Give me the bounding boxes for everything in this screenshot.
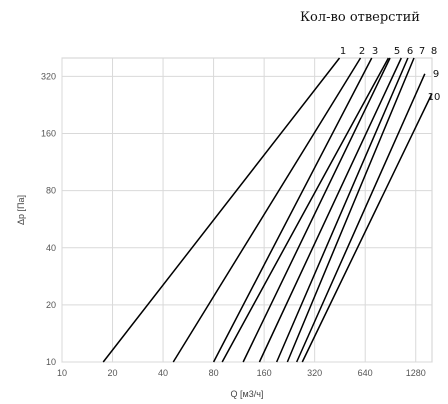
series-line-2 (172, 57, 362, 363)
line-number-label: 3 (372, 46, 378, 57)
line-number-label: 7 (419, 46, 425, 57)
line-number-label: 2 (359, 46, 365, 57)
series-line-6 (258, 57, 402, 363)
x-tick-label: 640 (358, 368, 373, 378)
series-line-7 (275, 57, 409, 363)
x-tick-label: 10 (57, 368, 67, 378)
series-line-8 (286, 57, 415, 363)
y-tick-label: 40 (46, 243, 56, 253)
series-line-1 (102, 57, 341, 363)
y-tick-label: 160 (41, 129, 56, 139)
y-axis-label: Δp [Па] (16, 195, 26, 225)
y-tick-label: 10 (46, 357, 56, 367)
x-tick-label: 1280 (406, 368, 426, 378)
series-line-10 (301, 93, 433, 363)
y-tick-label: 20 (46, 300, 56, 310)
series-line-5 (242, 57, 391, 363)
x-tick-label: 20 (108, 368, 118, 378)
line-number-label: 10 (428, 92, 441, 103)
line-number-label: 5 (394, 46, 400, 57)
x-tick-label: 80 (209, 368, 219, 378)
x-axis-label: Q [м3/ч] (231, 389, 264, 399)
x-tick-label: 320 (307, 368, 322, 378)
series-line-9 (295, 73, 426, 363)
y-tick-label: 80 (46, 186, 56, 196)
x-tick-label: 40 (158, 368, 168, 378)
line-number-label: 6 (407, 46, 413, 57)
series-line-3 (212, 57, 373, 363)
x-tick-label: 160 (257, 368, 272, 378)
series-line-4 (221, 57, 390, 363)
chart-title: Кол-во отверстий (300, 10, 420, 25)
line-number-label: 8 (431, 46, 437, 57)
y-tick-label: 320 (41, 71, 56, 81)
line-number-label: 1 (340, 46, 346, 57)
line-number-label: 9 (433, 69, 439, 80)
